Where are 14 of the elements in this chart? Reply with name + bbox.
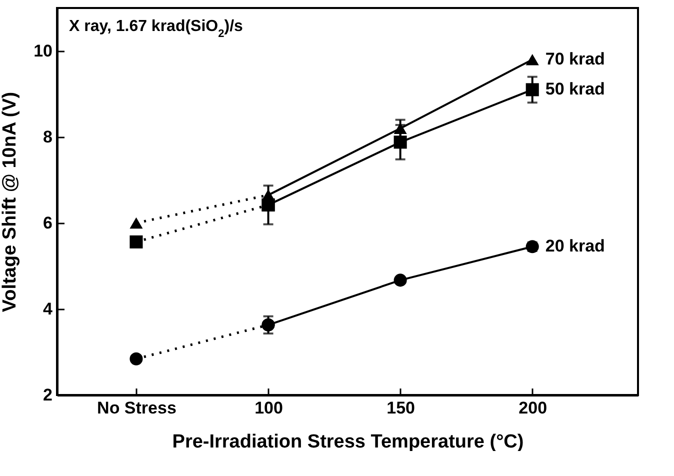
x-tick-label: 200 [518,398,548,418]
y-tick-label: 6 [43,214,52,232]
y-tick-label: 8 [43,128,52,146]
annotation: X ray, 1.67 krad(SiO$_{2}$)/s [69,18,244,40]
x-tick-label: No Stress [97,398,176,418]
y-tick-label: 10 [34,42,52,60]
x-tick-label: 150 [386,398,416,418]
y-tick-label: 4 [43,300,54,318]
series-label: 50 krad [545,80,605,99]
series-label: 70 krad [545,50,605,69]
y-tick-label: 2 [43,386,52,404]
y-axis-title: Voltage Shift @ 10nA (V) [0,92,21,312]
x-tick-label: 100 [254,398,283,418]
series-label: 20 krad [545,236,605,256]
